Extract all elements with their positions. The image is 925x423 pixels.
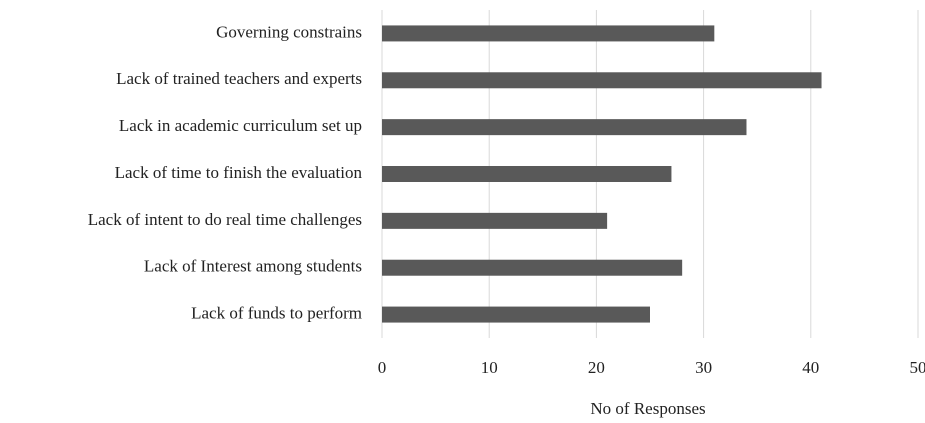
y-tick-label: Lack of funds to perform <box>191 303 362 322</box>
y-tick-label: Lack of Interest among students <box>144 257 362 276</box>
bar <box>382 25 715 42</box>
x-tick-label: 10 <box>481 358 498 377</box>
bar <box>382 212 608 229</box>
bar <box>382 259 683 276</box>
x-axis-title: No of Responses <box>590 399 705 418</box>
x-tick-label: 0 <box>378 358 387 377</box>
y-tick-label: Lack of time to finish the evaluation <box>115 163 363 182</box>
bar <box>382 306 650 323</box>
y-tick-label: Lack of intent to do real time challenge… <box>88 210 362 229</box>
x-tick-label: 30 <box>695 358 712 377</box>
bar <box>382 166 672 182</box>
x-tick-label: 40 <box>802 358 819 377</box>
bar <box>382 119 747 136</box>
x-tick-label: 20 <box>588 358 605 377</box>
y-tick-label: Governing constrains <box>216 22 362 41</box>
y-tick-label: Lack of trained teachers and experts <box>116 69 362 88</box>
bar <box>382 72 822 89</box>
x-tick-label: 50 <box>910 358 925 377</box>
y-tick-label: Lack in academic curriculum set up <box>119 116 362 135</box>
